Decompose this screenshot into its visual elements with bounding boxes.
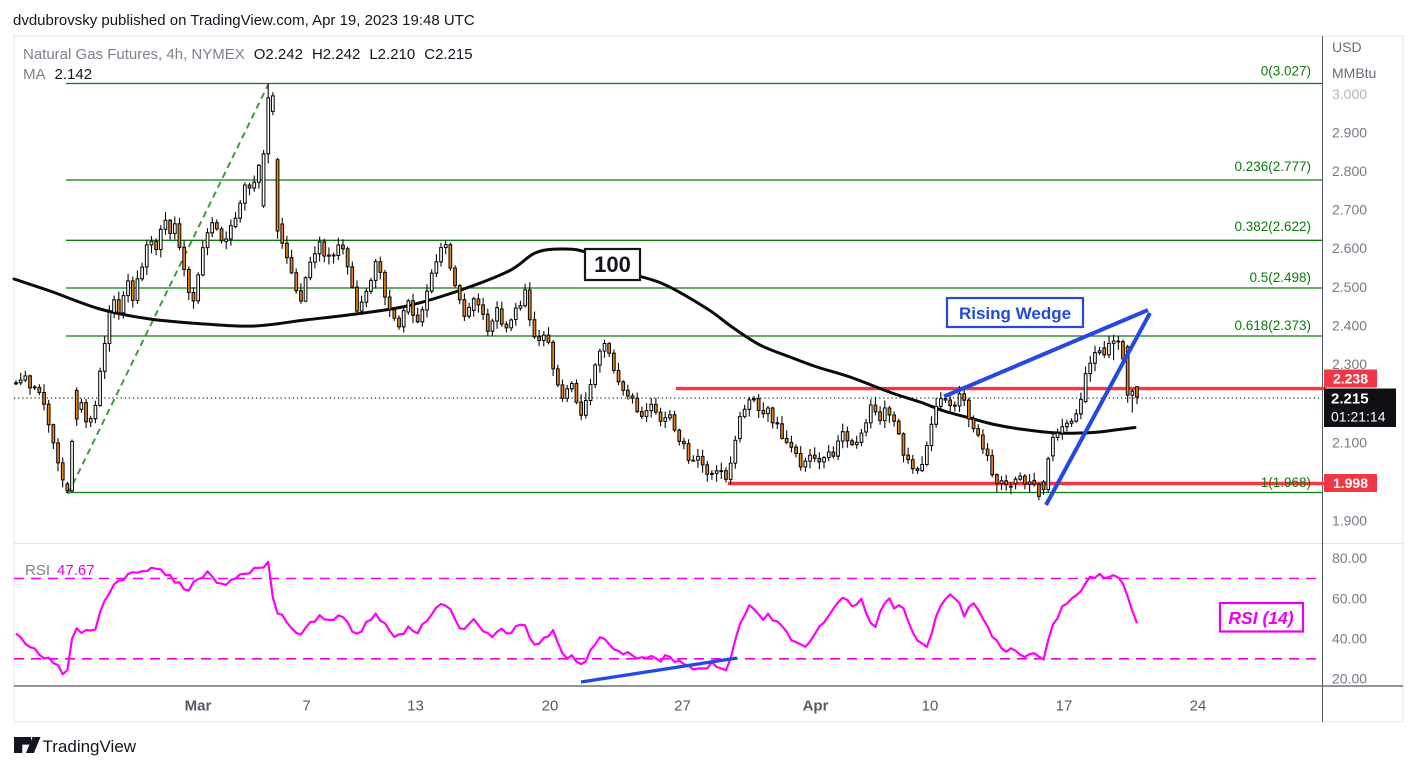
svg-text:2.700: 2.700 <box>1332 202 1367 218</box>
svg-text:0.5(2.498): 0.5(2.498) <box>1249 270 1311 285</box>
svg-text:20.00: 20.00 <box>1332 671 1367 687</box>
svg-text:0.382(2.622): 0.382(2.622) <box>1234 219 1311 234</box>
svg-text:2.600: 2.600 <box>1332 240 1367 256</box>
svg-text:2.238: 2.238 <box>1333 371 1368 387</box>
svg-text:2.900: 2.900 <box>1332 124 1367 140</box>
svg-text:RSI (14): RSI (14) <box>1228 608 1293 628</box>
svg-text:20: 20 <box>542 698 559 715</box>
svg-text:Rising Wedge: Rising Wedge <box>959 304 1071 323</box>
svg-text:MMBtu: MMBtu <box>1332 65 1376 81</box>
svg-text:100: 100 <box>594 252 631 277</box>
svg-text:TradingView: TradingView <box>43 737 137 756</box>
svg-text:27: 27 <box>674 698 691 715</box>
svg-text:Mar: Mar <box>185 698 212 715</box>
svg-text:1(1.968): 1(1.968) <box>1261 475 1311 490</box>
svg-text:2.800: 2.800 <box>1332 163 1367 179</box>
svg-text:80.00: 80.00 <box>1332 550 1367 566</box>
svg-text:0.618(2.373): 0.618(2.373) <box>1234 318 1311 333</box>
svg-text:2.400: 2.400 <box>1332 317 1367 333</box>
svg-text:2.500: 2.500 <box>1332 279 1367 295</box>
svg-text:17: 17 <box>1056 698 1073 715</box>
svg-text:2.300: 2.300 <box>1332 356 1367 372</box>
svg-text:dvdubrovsky published on Tradi: dvdubrovsky published on TradingView.com… <box>13 12 475 29</box>
svg-text:01:21:14: 01:21:14 <box>1331 409 1386 425</box>
svg-text:1.900: 1.900 <box>1332 512 1367 528</box>
svg-text:0.236(2.777): 0.236(2.777) <box>1234 159 1311 174</box>
svg-text:USD: USD <box>1332 39 1362 55</box>
svg-text:60.00: 60.00 <box>1332 590 1367 606</box>
svg-text:0(3.027): 0(3.027) <box>1261 64 1311 79</box>
svg-text:Apr: Apr <box>803 698 829 715</box>
svg-text:2.215: 2.215 <box>1331 391 1369 408</box>
svg-text:MA2.142: MA 2.142 <box>23 66 92 83</box>
svg-text:40.00: 40.00 <box>1332 631 1367 647</box>
svg-text:7: 7 <box>302 698 310 715</box>
svg-text:13: 13 <box>407 698 424 715</box>
svg-text:10: 10 <box>922 698 939 715</box>
svg-text:1.998: 1.998 <box>1333 475 1368 491</box>
svg-text:24: 24 <box>1190 698 1207 715</box>
svg-text:2.100: 2.100 <box>1332 434 1367 450</box>
svg-text:3.000: 3.000 <box>1332 86 1367 102</box>
